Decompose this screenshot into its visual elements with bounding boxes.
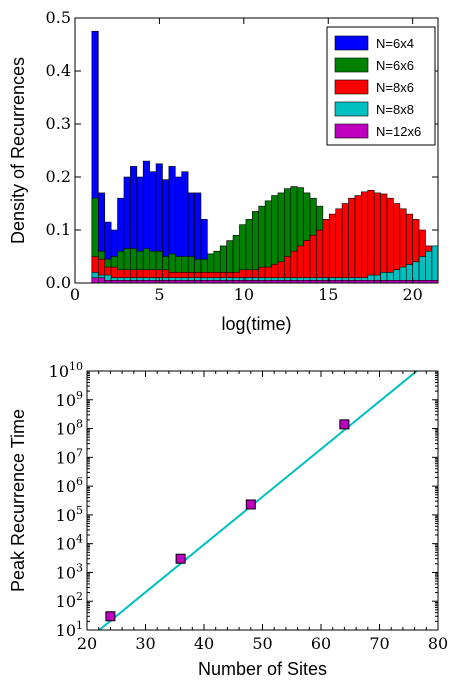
- x-tick-label: 10: [234, 285, 254, 304]
- bar: [97, 277, 106, 284]
- scatter-point: [245, 499, 256, 510]
- y-tick-label: 105: [56, 504, 83, 525]
- x-tick-label: 0: [70, 285, 80, 304]
- x-tick-label: 60: [311, 634, 331, 653]
- x-tick-label: 30: [135, 634, 155, 653]
- x-tick-label: 40: [194, 634, 214, 653]
- y-tick-label: 109: [56, 389, 83, 410]
- scatter-chart: 20 30 40 50 60 70 80 101 102 103 104 105 106 107 108 10…: [8, 360, 448, 679]
- scatter-point: [339, 419, 350, 430]
- bar: [380, 193, 388, 284]
- bottom-x-axis-title: Number of Sites: [198, 659, 327, 679]
- x-tick-label: 20: [77, 634, 97, 653]
- y-tick-label: 107: [56, 446, 83, 467]
- y-tick-label: 0.1: [46, 220, 71, 239]
- bar: [425, 250, 433, 284]
- legend: N=6x4 N=6x6 N=8x6 N=8x8 N=12x6: [326, 26, 436, 146]
- series-N=6x4: [91, 30, 208, 284]
- bar: [431, 245, 439, 284]
- histogram-chart: 0 5 10 15 20 0.0 0.1 0.2 0.3 0.4 0.5 log(time) Den…: [8, 8, 439, 334]
- bar: [354, 195, 362, 284]
- y-tick-label: 0.2: [46, 167, 71, 186]
- bar: [322, 219, 330, 284]
- legend-swatch: [334, 57, 369, 73]
- legend-swatch: [334, 35, 369, 51]
- legend-label: N=12x6: [376, 124, 421, 139]
- bar: [418, 256, 426, 284]
- bar: [316, 229, 324, 284]
- scatter-points: [105, 419, 350, 622]
- top-y-axis-title: Density of Recurrences: [8, 57, 28, 244]
- x-tick-label: 70: [369, 634, 389, 653]
- fit-line: [98, 370, 418, 631]
- bottom-y-axis-title: Peak Recurrence Time: [8, 409, 28, 592]
- x-tick-label: 20: [402, 285, 422, 304]
- y-tick-label: 106: [56, 475, 83, 496]
- y-tick-label: 104: [56, 533, 83, 554]
- y-tick-label: 108: [56, 418, 83, 439]
- bottom-plot-frame: [86, 370, 439, 631]
- bar: [386, 197, 394, 284]
- y-tick-label: 0.3: [46, 114, 71, 133]
- y-tick-label: 0.0: [46, 273, 71, 292]
- top-x-axis-title: log(time): [221, 314, 291, 334]
- legend-label: N=6x4: [376, 36, 414, 51]
- legend-swatch: [334, 123, 369, 139]
- y-tick-label: 0.5: [46, 8, 71, 27]
- bar: [348, 197, 356, 284]
- x-tick-label: 5: [154, 285, 164, 304]
- bar: [341, 203, 349, 284]
- bar: [367, 189, 375, 284]
- y-tick-label: 101: [56, 619, 83, 640]
- legend-swatch: [334, 79, 369, 95]
- legend-label: N=8x6: [376, 80, 414, 95]
- legend-label: N=6x6: [376, 58, 414, 73]
- bar: [412, 261, 420, 284]
- bar: [91, 277, 99, 284]
- bar: [373, 192, 381, 284]
- y-tick-label: 1010: [49, 360, 83, 381]
- bar: [303, 240, 311, 284]
- scatter-point: [175, 553, 186, 564]
- x-tick-label: 50: [252, 634, 272, 653]
- y-tick-label: 102: [56, 590, 83, 611]
- y-tick-label: 0.4: [46, 61, 71, 80]
- series-N=12x6: [91, 277, 439, 284]
- legend-label: N=8x8: [376, 102, 414, 117]
- top-plot-frame: [74, 17, 439, 284]
- legend-swatch: [334, 101, 369, 117]
- bottom-axis-ticks: 20 30 40 50 60 70 80 101 102 103 104 105 106 107 108 10…: [49, 360, 449, 653]
- x-tick-label: 80: [428, 634, 448, 653]
- top-axis-ticks: 0 5 10 15 20 0.0 0.1 0.2 0.3 0.4 0.5: [46, 8, 438, 304]
- bar: [361, 191, 369, 284]
- bar: [328, 213, 336, 284]
- bar: [335, 208, 343, 284]
- y-tick-label: 103: [56, 561, 83, 582]
- x-tick-label: 15: [318, 285, 338, 304]
- scatter-point: [105, 611, 116, 622]
- bar: [309, 235, 317, 284]
